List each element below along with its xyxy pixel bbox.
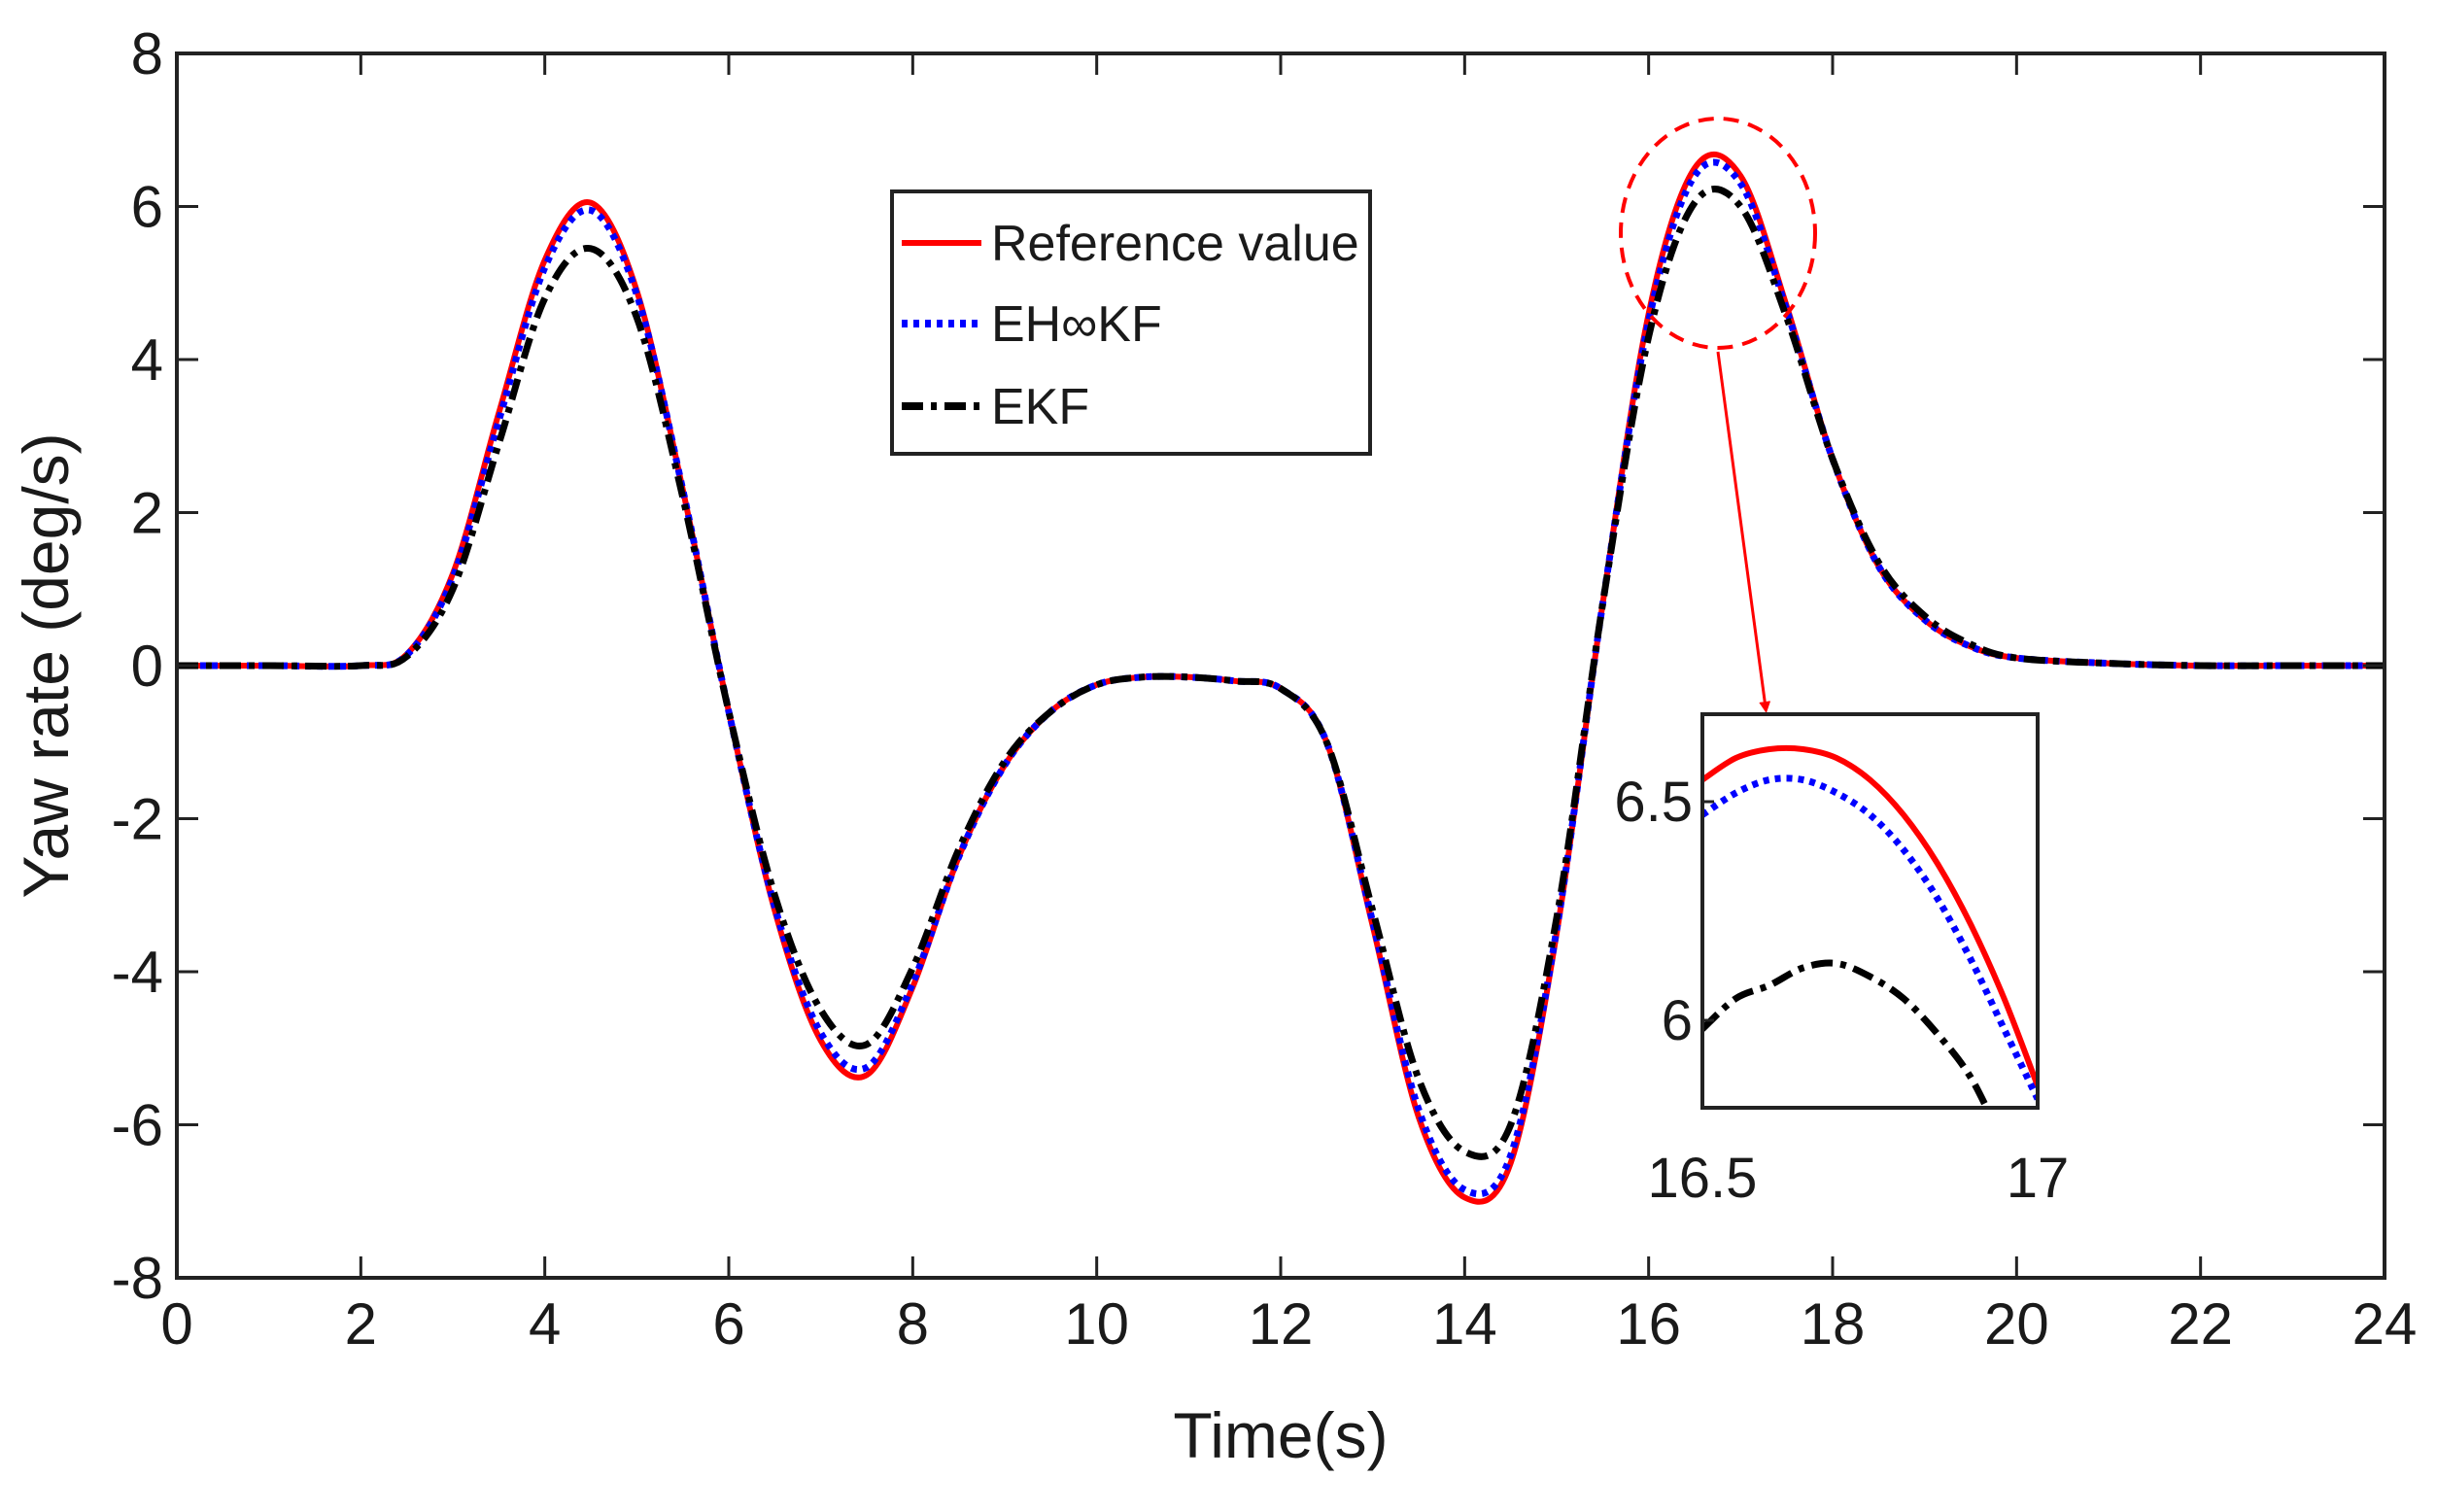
x-tick-label: 6 bbox=[712, 1291, 744, 1357]
legend-label-ekf: EKF bbox=[991, 379, 1089, 435]
y-tick-label: 4 bbox=[131, 327, 163, 393]
y-tick-label: -6 bbox=[112, 1093, 163, 1158]
inset-series-line-ekf bbox=[1702, 959, 1991, 1108]
y-tick-label: 0 bbox=[131, 634, 163, 699]
inset-x-tick-label: 17 bbox=[2007, 1147, 2070, 1210]
zoom-arrow bbox=[1716, 351, 1771, 713]
x-tick-label: 22 bbox=[2168, 1291, 2233, 1357]
inset-ticks: 16.5 17 6.5 6 bbox=[1614, 771, 2069, 1210]
y-tick-label: 8 bbox=[131, 21, 163, 86]
x-tick-label: 20 bbox=[1984, 1291, 2049, 1357]
inset-background bbox=[1702, 714, 2038, 1108]
x-tick-label: 18 bbox=[1801, 1291, 1866, 1357]
inset-x-tick-label: 16.5 bbox=[1648, 1147, 1758, 1210]
y-axis-label: Yaw rate (deg/s) bbox=[10, 432, 82, 898]
legend-label-ehinfkf: EH∞KF bbox=[991, 296, 1162, 353]
main-series-group bbox=[177, 151, 2385, 1205]
inset-plot: 16.5 17 6.5 6 bbox=[1614, 712, 2069, 1210]
zoom-highlight-circle bbox=[1619, 117, 1817, 350]
x-tick-label: 16 bbox=[1616, 1291, 1681, 1357]
y-tick-label: 6 bbox=[131, 175, 163, 240]
x-tick-label: 0 bbox=[160, 1291, 192, 1357]
x-tick-label: 14 bbox=[1432, 1291, 1497, 1357]
y-tick-label: -4 bbox=[112, 940, 163, 1005]
inset-series-line-reference bbox=[1702, 744, 2038, 1087]
inset-y-tick-label: 6 bbox=[1662, 989, 1693, 1052]
x-tick-label: 10 bbox=[1064, 1291, 1129, 1357]
legend-label-reference: Reference value bbox=[991, 216, 1359, 272]
x-tick-label: 24 bbox=[2352, 1291, 2418, 1357]
inset-series-line-ehinfkf bbox=[1702, 774, 2038, 1101]
x-tick-label: 2 bbox=[345, 1291, 377, 1357]
inset-frame bbox=[1700, 712, 2040, 1110]
x-tick-label: 8 bbox=[897, 1291, 929, 1357]
y-axis-ticks: 8 6 4 2 0 -2 -4 -6 -8 bbox=[112, 21, 2385, 1311]
y-tick-label: 2 bbox=[131, 481, 163, 546]
x-tick-label: 4 bbox=[529, 1291, 561, 1357]
series-line-ekf bbox=[177, 186, 2385, 1160]
y-tick-label: -8 bbox=[112, 1246, 163, 1311]
x-tick-label: 12 bbox=[1249, 1291, 1314, 1357]
inset-series-group bbox=[1702, 744, 2038, 1108]
legend: Reference value EH∞KF EKF bbox=[890, 189, 1372, 456]
x-axis-ticks: 0 2 4 6 8 10 12 14 16 18 20 22 24 bbox=[160, 53, 2417, 1357]
inset-y-tick-label: 6.5 bbox=[1614, 771, 1693, 834]
x-axis-label: Time(s) bbox=[1173, 1399, 1388, 1471]
y-tick-label: -2 bbox=[112, 787, 163, 852]
